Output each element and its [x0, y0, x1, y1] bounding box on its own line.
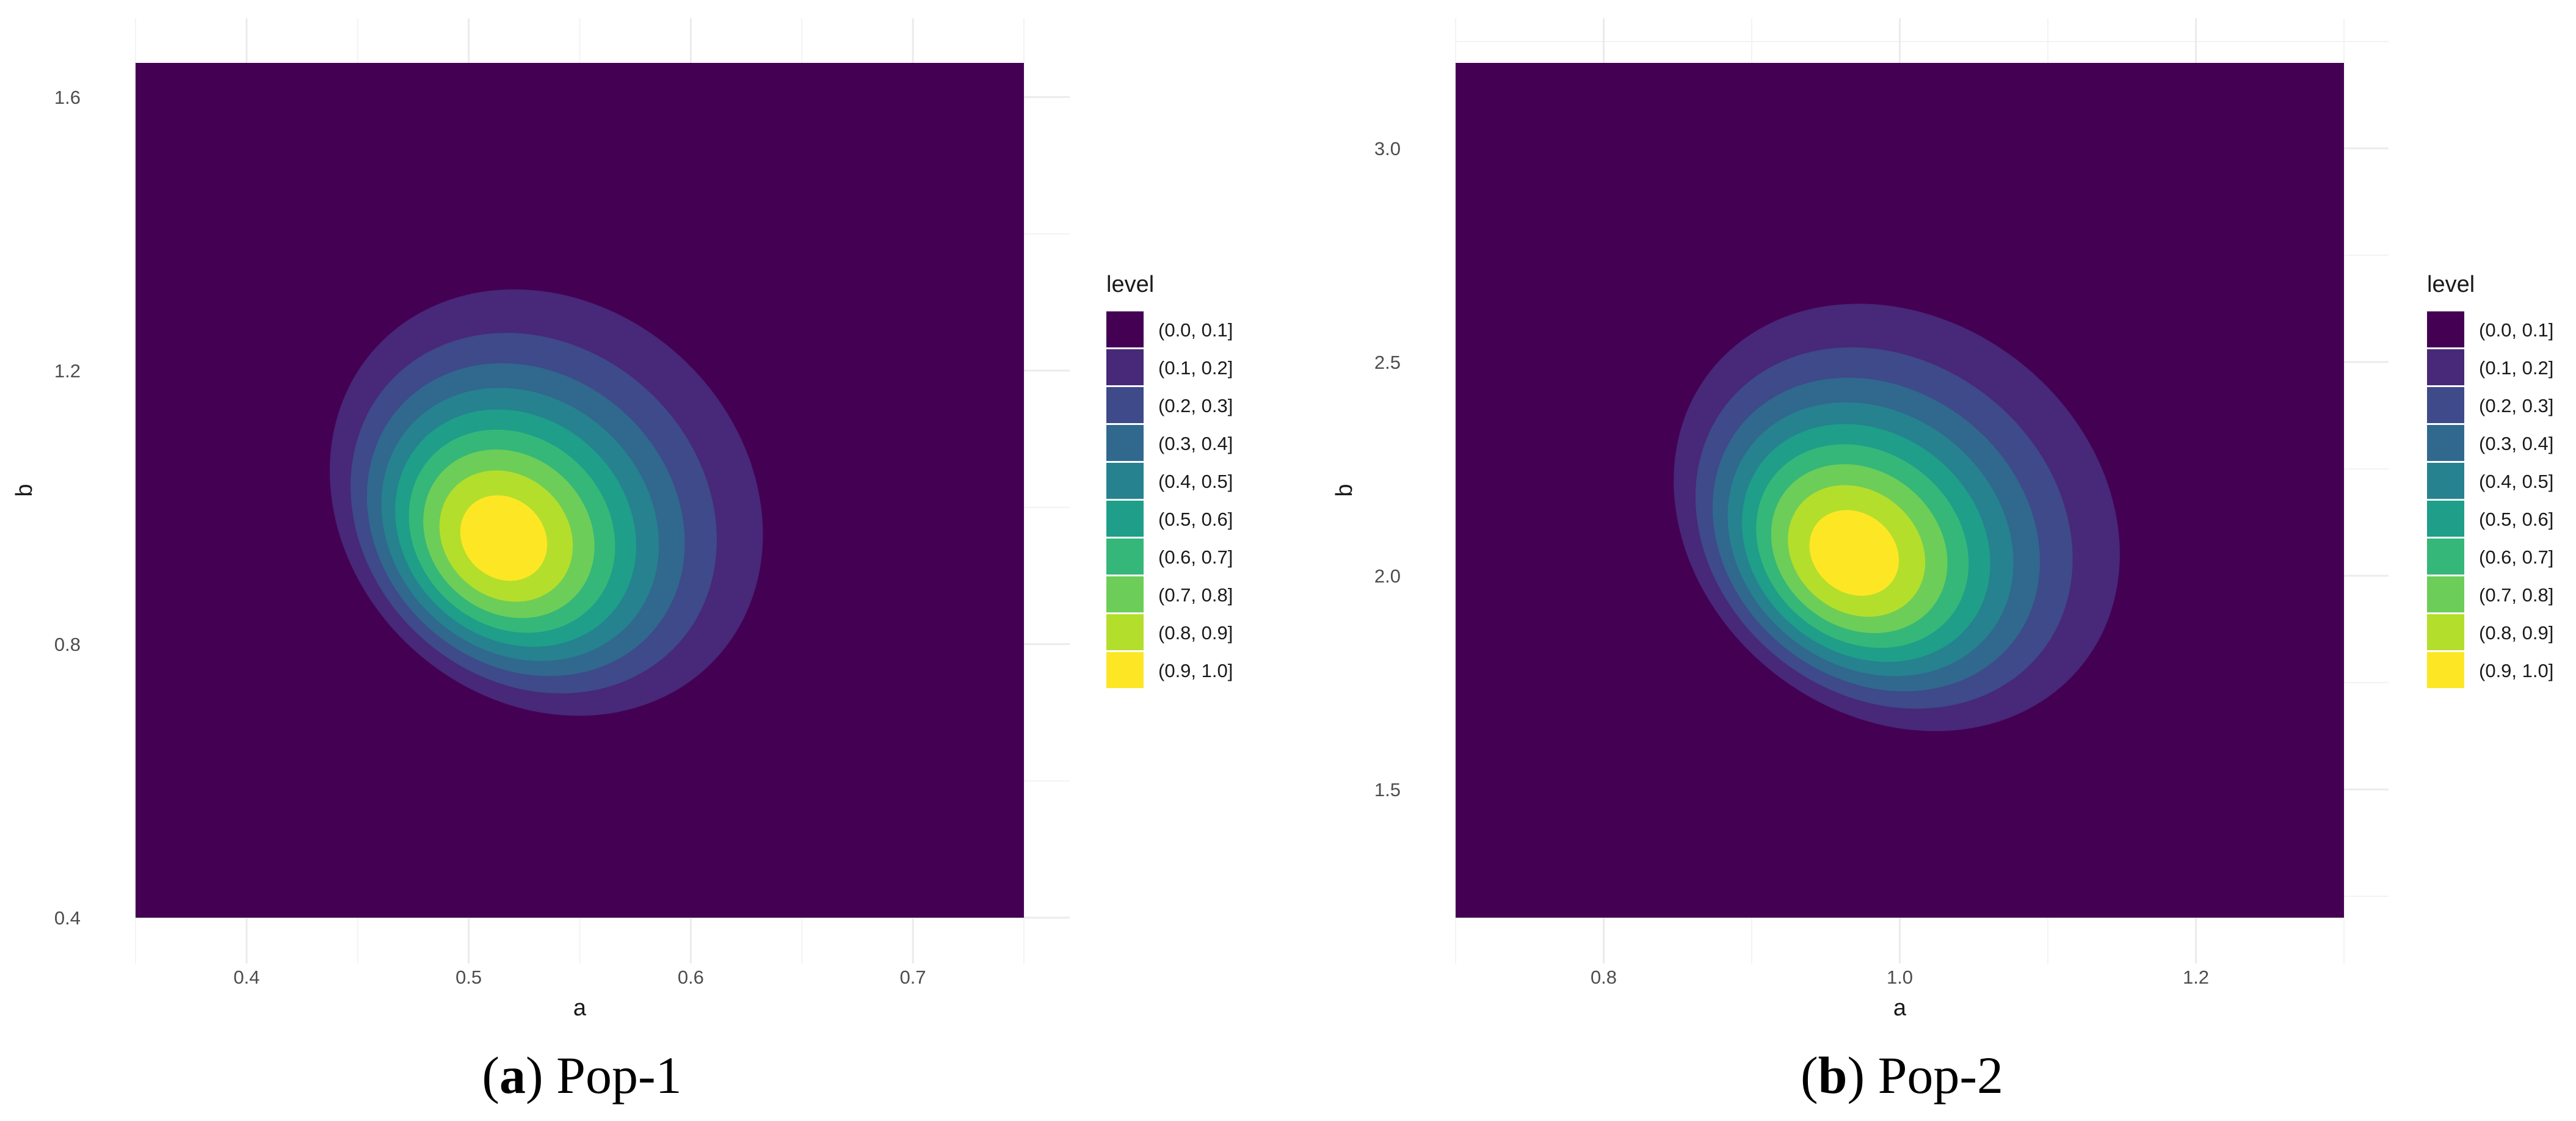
legend-key: [2427, 425, 2464, 461]
legend-title: level: [1106, 272, 1154, 297]
legend-key: [2427, 387, 2464, 423]
x-tick-label: 0.7: [900, 967, 926, 988]
x-tick-label: 1.0: [1887, 967, 1913, 988]
legend-label: (0.6, 0.7]: [1158, 546, 1233, 568]
x-tick-label: 1.2: [2183, 967, 2209, 988]
caption-paren-open: (: [1801, 1046, 1818, 1105]
legend-label: (0.5, 0.6]: [1158, 509, 1233, 530]
y-tick-label: 1.2: [54, 360, 81, 382]
legend-key: [1106, 349, 1144, 385]
legend-key: [2427, 501, 2464, 537]
legend-label: (0.4, 0.5]: [1158, 471, 1233, 492]
legend: level(0.0, 0.1] (0.1, 0.2] (0.2, 0.3] (0.3,…: [2427, 272, 2553, 688]
legend-label: (0.0, 0.1]: [2479, 319, 2553, 341]
legend-label: (0.9, 1.0]: [2479, 660, 2553, 681]
x-axis-title: a: [573, 995, 587, 1021]
y-tick-label: 2.5: [1374, 352, 1401, 373]
legend-label: (0.8, 0.9]: [1158, 622, 1233, 644]
legend-label: (0.9, 1.0]: [1158, 660, 1233, 681]
legend-key: [2427, 539, 2464, 575]
legend-label: (0.7, 0.8]: [1158, 584, 1233, 606]
legend-key: [1106, 463, 1144, 499]
legend-key: [2427, 614, 2464, 650]
contour-panel-pop-1: 0.4 0.5 0.6 0.7 0.4 0.8 1.2 1.6 a b level(0.0, 0.1…: [12, 18, 1233, 1105]
caption-label: a: [499, 1046, 526, 1105]
y-tick-label: 1.5: [1374, 779, 1401, 800]
x-axis-title: a: [1893, 995, 1907, 1021]
x-tick-label: 0.4: [233, 967, 259, 988]
y-tick-label: 3.0: [1374, 138, 1401, 159]
legend-key: [2427, 349, 2464, 385]
legend-key: [1106, 387, 1144, 423]
panel-caption: (a) Pop-1: [482, 1046, 681, 1105]
legend-label: (0.6, 0.7]: [2479, 546, 2553, 568]
y-tick-label: 0.8: [54, 634, 81, 655]
caption-paren-close: ): [1847, 1046, 1878, 1105]
legend-label: (0.5, 0.6]: [2479, 509, 2553, 530]
legend-key: [1106, 539, 1144, 575]
legend-key: [1106, 425, 1144, 461]
x-tick-label: 0.6: [678, 967, 704, 988]
caption-label: b: [1818, 1046, 1848, 1105]
legend-label: (0.2, 0.3]: [1158, 395, 1233, 416]
y-axis-title: b: [12, 484, 37, 496]
x-tick-label: 0.5: [455, 967, 482, 988]
legend-key: [2427, 311, 2464, 347]
legend-label: (0.1, 0.2]: [1158, 357, 1233, 379]
caption-title: Pop-2: [1878, 1046, 2003, 1105]
legend-label: (0.4, 0.5]: [2479, 471, 2553, 492]
contour-panel-pop-2: 0.8 1.0 1.2 1.5 2.0 2.5 3.0 a b level(0.0, 0.1] (0…: [1332, 18, 2553, 1105]
legend-key: [1106, 501, 1144, 537]
legend-key: [2427, 576, 2464, 612]
y-tick-label: 0.4: [54, 907, 81, 929]
legend-key: [1106, 614, 1144, 650]
legend-label: (0.8, 0.9]: [2479, 622, 2553, 644]
legend: level(0.0, 0.1] (0.1, 0.2] (0.2, 0.3] (0.3,…: [1106, 272, 1233, 688]
y-tick-label: 1.6: [54, 87, 81, 108]
legend-key: [2427, 463, 2464, 499]
legend-key: [1106, 311, 1144, 347]
y-axis-title: b: [1332, 484, 1357, 496]
x-tick-label: 0.8: [1591, 967, 1617, 988]
legend-key: [1106, 576, 1144, 612]
caption-paren-close: ): [526, 1046, 556, 1105]
legend-key: [1106, 652, 1144, 688]
legend-label: (0.3, 0.4]: [2479, 433, 2553, 454]
contour-band-level-10: [1809, 510, 1899, 596]
panel-caption: (b) Pop-2: [1801, 1046, 2003, 1105]
legend-label: (0.7, 0.8]: [2479, 584, 2553, 606]
legend-key: [2427, 652, 2464, 688]
legend-title: level: [2427, 272, 2475, 297]
contour-band-level-10: [460, 495, 548, 581]
legend-label: (0.1, 0.2]: [2479, 357, 2553, 379]
y-tick-label: 2.0: [1374, 565, 1401, 587]
caption-paren-open: (: [482, 1046, 499, 1105]
legend-label: (0.0, 0.1]: [1158, 319, 1233, 341]
legend-label: (0.3, 0.4]: [1158, 433, 1233, 454]
legend-label: (0.2, 0.3]: [2479, 395, 2553, 416]
caption-title: Pop-1: [556, 1046, 681, 1105]
